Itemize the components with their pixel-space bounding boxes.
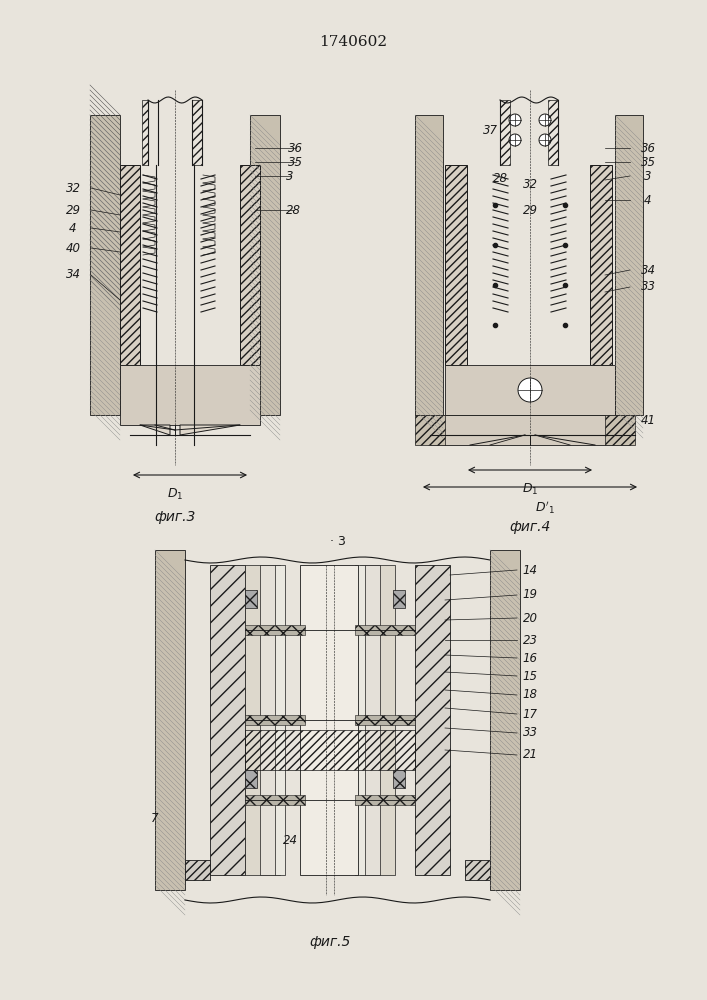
Text: 37: 37 (482, 123, 498, 136)
Text: 33: 33 (522, 726, 537, 740)
Bar (500, 100, 510, 165)
Text: 34: 34 (641, 263, 655, 276)
Text: 41: 41 (641, 414, 655, 426)
Text: 28: 28 (286, 204, 300, 217)
Text: фиг.3: фиг.3 (154, 510, 196, 524)
Bar (355, 795, 415, 805)
Text: 32: 32 (66, 182, 81, 194)
Text: 35: 35 (641, 155, 655, 168)
Text: 7: 7 (151, 812, 159, 824)
Bar (355, 625, 415, 635)
Text: 29: 29 (522, 204, 537, 217)
Text: фиг.4: фиг.4 (509, 520, 551, 534)
Bar (120, 365, 260, 425)
Bar (240, 165, 260, 365)
Circle shape (539, 114, 551, 126)
Bar (120, 165, 140, 365)
Text: 32: 32 (522, 178, 537, 192)
Bar (192, 100, 202, 165)
Bar (245, 730, 415, 770)
Bar (245, 715, 305, 725)
Text: 24: 24 (283, 834, 298, 846)
Text: 19: 19 (522, 588, 537, 601)
Text: 18: 18 (522, 688, 537, 702)
Bar (142, 100, 148, 165)
Text: 40: 40 (66, 241, 81, 254)
Bar (415, 565, 450, 875)
Text: 36: 36 (288, 141, 303, 154)
Bar (590, 165, 612, 365)
Circle shape (509, 134, 521, 146)
Bar (245, 590, 257, 608)
Text: 3: 3 (644, 169, 652, 182)
Bar (615, 115, 643, 415)
Bar (90, 115, 120, 415)
Bar (490, 550, 520, 890)
Bar (445, 165, 467, 365)
Bar (415, 415, 445, 445)
Bar (260, 565, 280, 875)
Bar (415, 115, 443, 415)
Bar (365, 565, 395, 875)
Text: $D'_1$: $D'_1$ (535, 499, 555, 516)
Circle shape (539, 134, 551, 146)
Bar (430, 415, 630, 445)
Text: 3: 3 (286, 169, 293, 182)
Bar (245, 565, 275, 875)
Text: 23: 23 (522, 634, 537, 647)
Bar (393, 590, 405, 608)
Bar (245, 625, 305, 635)
Bar (210, 565, 245, 875)
Text: 4: 4 (644, 194, 652, 207)
Text: · 3: · 3 (330, 535, 346, 548)
Bar (250, 115, 280, 415)
Text: 36: 36 (641, 141, 655, 154)
Text: $D_1$: $D_1$ (167, 487, 183, 502)
Text: 14: 14 (522, 564, 537, 576)
Text: $D_1$: $D_1$ (522, 482, 538, 497)
Text: 29: 29 (66, 204, 81, 217)
Bar (465, 860, 490, 880)
Text: 4: 4 (69, 222, 77, 234)
Bar (275, 565, 285, 875)
Text: 20: 20 (522, 611, 537, 624)
Text: 34: 34 (66, 268, 81, 282)
Text: 17: 17 (522, 708, 537, 720)
Bar (245, 770, 257, 788)
Bar (393, 770, 405, 788)
Bar (445, 365, 615, 415)
Text: 15: 15 (522, 670, 537, 682)
Text: 35: 35 (288, 155, 303, 168)
Bar (605, 415, 635, 445)
Bar (245, 795, 305, 805)
Bar (548, 100, 558, 165)
Circle shape (509, 114, 521, 126)
Polygon shape (140, 425, 170, 435)
Text: фиг.5: фиг.5 (309, 935, 351, 949)
Text: 21: 21 (522, 748, 537, 762)
Bar (185, 860, 210, 880)
Circle shape (518, 378, 542, 402)
Polygon shape (180, 425, 240, 435)
Bar (300, 565, 358, 875)
Text: 16: 16 (522, 652, 537, 664)
Text: 33: 33 (641, 280, 655, 294)
Bar (155, 550, 185, 890)
Bar (355, 565, 365, 875)
Text: 28: 28 (493, 172, 508, 184)
Bar (360, 565, 380, 875)
Bar (355, 715, 415, 725)
Text: 1740602: 1740602 (319, 35, 387, 49)
